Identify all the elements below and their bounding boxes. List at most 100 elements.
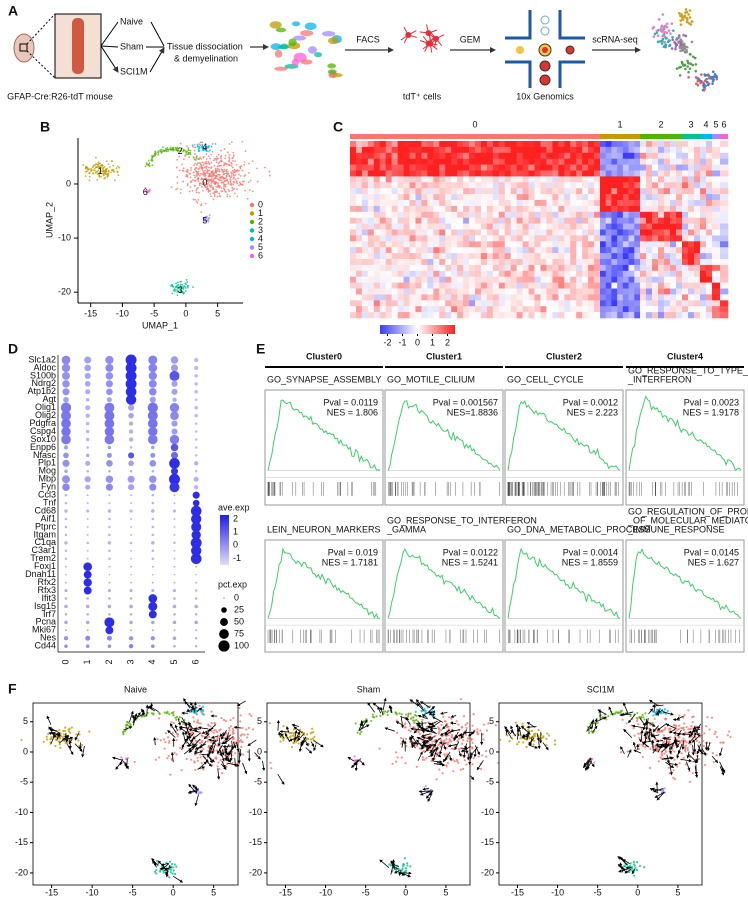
heat-cell — [463, 158, 470, 165]
velocity-arrow — [67, 744, 74, 756]
heat-cell — [355, 164, 363, 171]
heat-cell — [706, 217, 713, 224]
heat-cell — [522, 182, 529, 189]
heat-cell — [617, 158, 624, 165]
cell-point — [162, 738, 166, 741]
cell-point — [82, 164, 85, 166]
heat-cell — [480, 176, 488, 183]
heat-cell — [451, 300, 458, 307]
cell-point — [195, 170, 198, 173]
tsne-point — [684, 34, 688, 38]
dot — [61, 355, 71, 365]
velocity-arrow — [450, 729, 461, 733]
heat-cell — [558, 235, 565, 242]
heat-cell — [469, 229, 476, 236]
cell-point — [443, 720, 447, 723]
heat-cell — [355, 223, 363, 230]
heat-cell — [694, 223, 701, 230]
heat-cell — [528, 211, 535, 218]
heat-cell — [670, 264, 677, 272]
heat-cell — [433, 164, 440, 171]
dot — [130, 581, 133, 584]
heat-cell — [522, 288, 529, 295]
x-tick-label: -5 — [150, 308, 158, 318]
cell-point — [416, 720, 420, 723]
heat-cell — [611, 194, 618, 201]
dot — [172, 509, 177, 513]
heat-cell — [658, 294, 665, 301]
cell-point — [105, 168, 108, 171]
cell-point — [205, 160, 208, 163]
heat-cell — [700, 200, 707, 207]
cell-point — [194, 176, 196, 179]
heat-cell — [528, 247, 535, 254]
heat-cell — [534, 241, 541, 248]
dot — [148, 355, 158, 365]
cell-point — [103, 166, 106, 168]
heat-cell — [540, 270, 547, 277]
heat-cell — [628, 229, 635, 236]
dot — [84, 372, 91, 379]
cell-point — [88, 730, 91, 733]
cell-point — [95, 166, 97, 168]
cell-point — [95, 163, 97, 166]
heat-cell — [582, 194, 589, 201]
heat-cell — [658, 176, 665, 183]
heat-cell — [546, 229, 553, 236]
heat-cell — [694, 152, 701, 159]
dot — [64, 493, 68, 497]
cell — [269, 21, 282, 29]
dot — [125, 394, 137, 405]
heat-cell — [486, 235, 494, 242]
heat-cell — [415, 152, 422, 159]
heat-cell — [534, 158, 541, 165]
heat-cell — [540, 282, 547, 289]
cell-point — [63, 729, 67, 732]
cell-point — [447, 725, 450, 728]
cell-point — [463, 759, 467, 762]
cell-point — [409, 730, 412, 733]
cell-point — [229, 195, 231, 198]
cell-point — [194, 739, 197, 742]
heat-cell — [385, 152, 392, 159]
heat-cell — [611, 282, 618, 289]
dot — [85, 644, 90, 648]
heat-cell — [367, 223, 375, 230]
heat-cell — [600, 217, 607, 224]
cluster-points — [279, 698, 500, 875]
heat-cell — [617, 194, 624, 201]
legend-label: -1 — [233, 553, 241, 563]
heat-cell — [570, 264, 577, 272]
gene-label: Pcna — [35, 617, 56, 627]
velocity-arrow — [217, 768, 221, 780]
heat-cell — [391, 223, 398, 230]
cell-point — [85, 165, 87, 168]
heat-cell — [385, 312, 392, 319]
legend-label: 0 — [234, 592, 239, 602]
heat-cell — [558, 223, 565, 230]
tsne-point — [656, 40, 660, 44]
cell-point — [204, 169, 207, 172]
cell-point — [494, 724, 497, 727]
heat-cell — [457, 300, 464, 307]
heat-cell — [373, 141, 381, 148]
dot — [128, 421, 134, 426]
heat-cell — [427, 188, 434, 195]
heat-cell — [486, 282, 494, 289]
dot — [128, 484, 135, 491]
tsne-point — [678, 11, 681, 15]
heat-cell — [622, 241, 629, 248]
heat-cell — [498, 312, 506, 319]
heat-cell — [670, 164, 677, 171]
heat-cell — [640, 205, 647, 213]
heat-cell — [373, 176, 381, 183]
heat-cell — [611, 182, 618, 189]
heat-cell — [658, 211, 665, 218]
tsne-point — [686, 18, 689, 21]
cell-point — [241, 140, 244, 143]
heat-cell — [445, 282, 452, 289]
heat-cell — [664, 200, 671, 207]
heat-cell — [676, 194, 683, 201]
cell-point — [163, 747, 166, 750]
cell-point — [210, 145, 213, 148]
